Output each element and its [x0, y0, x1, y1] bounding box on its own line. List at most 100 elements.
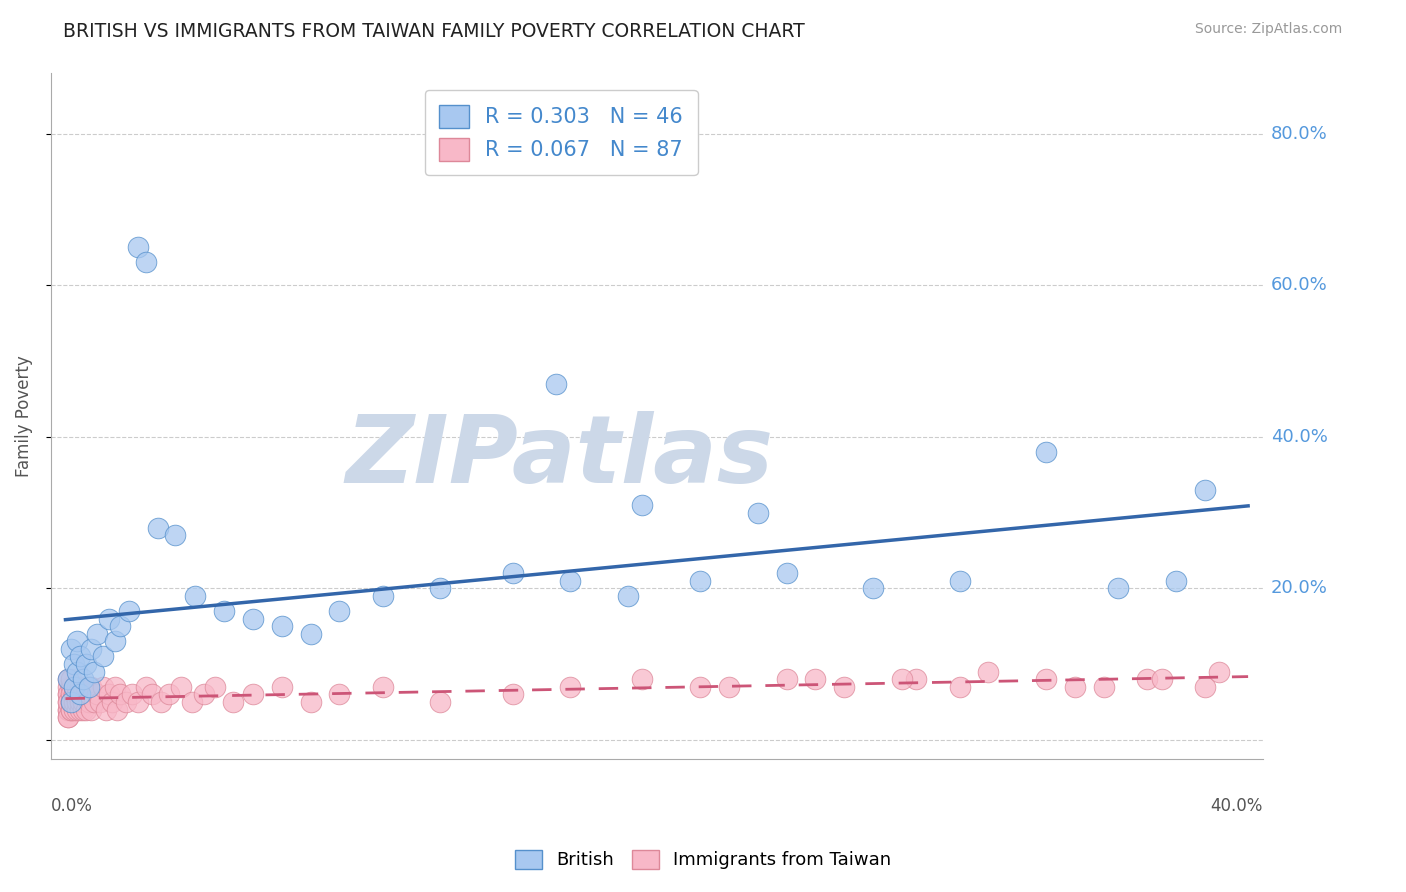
Point [146, 521, 169, 535]
Point [1194, 680, 1216, 694]
Point [212, 604, 235, 618]
Point [110, 687, 132, 701]
Point [58, 680, 80, 694]
Point [135, 255, 157, 269]
Point [328, 604, 350, 618]
Point [747, 506, 769, 520]
Point [560, 680, 582, 694]
Point [502, 687, 524, 701]
Point [58, 672, 80, 686]
Point [242, 687, 264, 701]
Point [58, 695, 80, 709]
Point [86, 687, 108, 701]
Point [60, 680, 83, 694]
Point [977, 665, 1000, 679]
Point [1092, 680, 1115, 694]
Point [66, 680, 89, 694]
Point [60, 702, 83, 716]
Point [66, 634, 89, 648]
Point [775, 566, 797, 581]
Point [891, 672, 914, 686]
Point [69, 702, 91, 716]
Point [242, 611, 264, 625]
Point [110, 619, 132, 633]
Point [60, 641, 83, 656]
Point [97, 687, 120, 701]
Point [429, 582, 451, 596]
Point [949, 680, 972, 694]
Point [135, 680, 157, 694]
Point [77, 687, 100, 701]
Point [80, 680, 103, 694]
Point [60, 695, 83, 709]
Point [58, 672, 80, 686]
Legend: British, Immigrants from Taiwan: British, Immigrants from Taiwan [506, 841, 900, 879]
Point [58, 702, 80, 716]
Point [804, 672, 827, 686]
Point [149, 695, 172, 709]
Point [270, 619, 292, 633]
Point [86, 626, 108, 640]
Point [66, 665, 89, 679]
Point [949, 574, 972, 588]
Point [72, 672, 94, 686]
Point [60, 695, 83, 709]
Point [181, 695, 204, 709]
Text: 60.0%: 60.0% [1271, 277, 1327, 294]
Point [72, 702, 94, 716]
Point [127, 695, 149, 709]
Point [689, 574, 711, 588]
Point [60, 672, 83, 686]
Point [83, 665, 105, 679]
Point [862, 582, 884, 596]
Point [63, 695, 86, 709]
Point [75, 680, 97, 694]
Point [299, 695, 322, 709]
Point [60, 695, 83, 709]
Point [905, 672, 928, 686]
Text: 0.0%: 0.0% [51, 797, 93, 814]
Point [1035, 672, 1057, 686]
Point [1064, 680, 1087, 694]
Text: 40.0%: 40.0% [1211, 797, 1263, 814]
Point [184, 589, 207, 603]
Point [63, 680, 86, 694]
Point [66, 695, 89, 709]
Point [193, 687, 215, 701]
Legend: R = 0.303   N = 46, R = 0.067   N = 87: R = 0.303 N = 46, R = 0.067 N = 87 [425, 90, 697, 175]
Point [63, 680, 86, 694]
Point [1194, 483, 1216, 497]
Point [60, 702, 83, 716]
Point [170, 680, 193, 694]
Point [429, 695, 451, 709]
Point [103, 680, 125, 694]
Point [631, 498, 654, 512]
Point [105, 702, 128, 716]
Point [299, 626, 322, 640]
Point [69, 695, 91, 709]
Point [544, 376, 567, 391]
Point [157, 687, 180, 701]
Point [204, 680, 226, 694]
Point [60, 687, 83, 701]
Point [1164, 574, 1187, 588]
Point [94, 702, 117, 716]
Text: Source: ZipAtlas.com: Source: ZipAtlas.com [1195, 22, 1343, 37]
Point [91, 680, 114, 694]
Point [58, 695, 80, 709]
Point [121, 687, 143, 701]
Point [75, 702, 97, 716]
Point [328, 687, 350, 701]
Point [371, 589, 394, 603]
Point [58, 710, 80, 724]
Point [502, 566, 524, 581]
Text: 40.0%: 40.0% [1271, 428, 1327, 446]
Point [69, 680, 91, 694]
Text: 20.0%: 20.0% [1271, 579, 1327, 598]
Point [63, 687, 86, 701]
Point [1208, 665, 1230, 679]
Point [832, 680, 855, 694]
Point [100, 695, 122, 709]
Y-axis label: Family Poverty: Family Poverty [15, 355, 32, 476]
Point [1107, 582, 1129, 596]
